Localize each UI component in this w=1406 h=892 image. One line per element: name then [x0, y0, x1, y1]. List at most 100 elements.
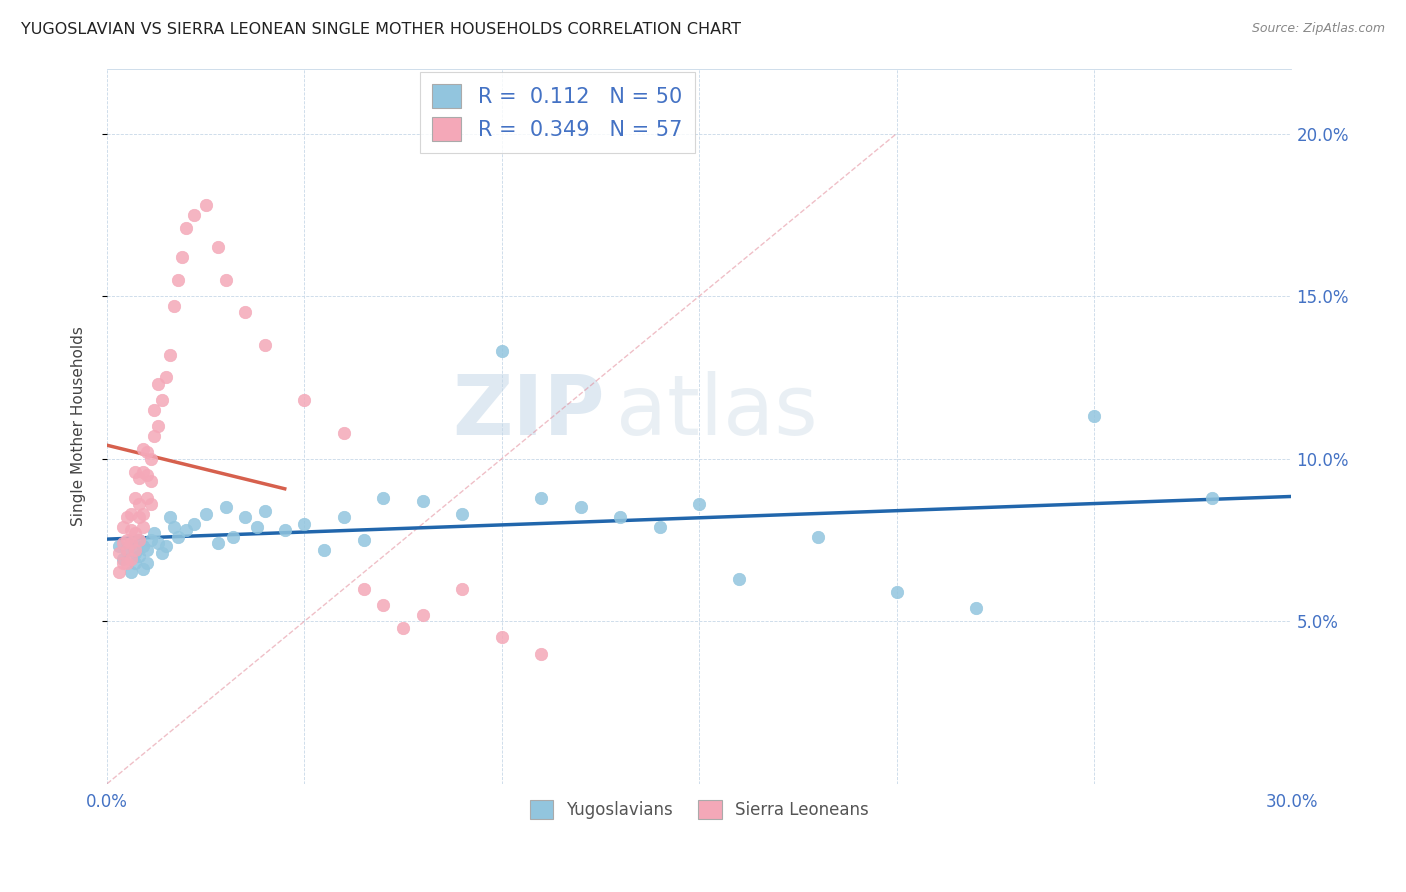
- Point: [183, 208, 205, 222]
- Text: YUGOSLAVIAN VS SIERRA LEONEAN SINGLE MOTHER HOUSEHOLDS CORRELATION CHART: YUGOSLAVIAN VS SIERRA LEONEAN SINGLE MOT…: [21, 22, 741, 37]
- Point: [120, 536, 142, 550]
- Point: [688, 497, 710, 511]
- Y-axis label: Single Mother Households: Single Mother Households: [72, 326, 86, 526]
- Point: [246, 520, 269, 534]
- Point: [120, 566, 142, 580]
- Point: [1083, 409, 1105, 424]
- Point: [150, 393, 173, 408]
- Point: [373, 491, 395, 505]
- Point: [609, 510, 631, 524]
- Point: [111, 536, 134, 550]
- Point: [135, 445, 157, 459]
- Point: [294, 516, 316, 531]
- Point: [124, 491, 146, 505]
- Point: [148, 419, 170, 434]
- Point: [135, 556, 157, 570]
- Point: [159, 510, 181, 524]
- Point: [412, 607, 434, 622]
- Point: [128, 510, 150, 524]
- Point: [148, 536, 170, 550]
- Point: [392, 621, 415, 635]
- Point: [451, 582, 474, 596]
- Point: [120, 507, 142, 521]
- Legend: Yugoslavians, Sierra Leoneans: Yugoslavians, Sierra Leoneans: [523, 793, 876, 825]
- Point: [314, 542, 336, 557]
- Point: [194, 198, 217, 212]
- Point: [727, 572, 749, 586]
- Point: [115, 542, 138, 557]
- Point: [111, 552, 134, 566]
- Point: [135, 467, 157, 482]
- Point: [451, 507, 474, 521]
- Point: [155, 540, 177, 554]
- Text: Source: ZipAtlas.com: Source: ZipAtlas.com: [1251, 22, 1385, 36]
- Point: [124, 556, 146, 570]
- Point: [115, 533, 138, 547]
- Point: [1201, 491, 1223, 505]
- Point: [163, 299, 186, 313]
- Point: [214, 500, 236, 515]
- Point: [174, 523, 197, 537]
- Point: [115, 542, 138, 557]
- Point: [965, 601, 987, 615]
- Point: [253, 338, 276, 352]
- Point: [135, 491, 157, 505]
- Point: [530, 647, 553, 661]
- Point: [155, 370, 177, 384]
- Point: [143, 402, 166, 417]
- Point: [143, 429, 166, 443]
- Point: [115, 556, 138, 570]
- Point: [131, 507, 153, 521]
- Point: [294, 393, 316, 408]
- Point: [131, 540, 153, 554]
- Point: [886, 585, 908, 599]
- Point: [412, 494, 434, 508]
- Point: [128, 533, 150, 547]
- Point: [111, 556, 134, 570]
- Point: [120, 523, 142, 537]
- Point: [222, 530, 245, 544]
- Point: [233, 305, 256, 319]
- Point: [139, 475, 162, 489]
- Point: [124, 546, 146, 560]
- Point: [108, 540, 131, 554]
- Point: [139, 497, 162, 511]
- Point: [167, 273, 190, 287]
- Point: [108, 566, 131, 580]
- Point: [274, 523, 297, 537]
- Point: [131, 520, 153, 534]
- Point: [131, 562, 153, 576]
- Point: [353, 582, 375, 596]
- Point: [128, 471, 150, 485]
- Point: [135, 542, 157, 557]
- Point: [207, 536, 229, 550]
- Point: [373, 598, 395, 612]
- Point: [174, 220, 197, 235]
- Point: [214, 273, 236, 287]
- Point: [183, 516, 205, 531]
- Point: [530, 491, 553, 505]
- Point: [807, 530, 830, 544]
- Point: [253, 503, 276, 517]
- Point: [569, 500, 592, 515]
- Point: [131, 465, 153, 479]
- Point: [111, 520, 134, 534]
- Point: [115, 510, 138, 524]
- Text: atlas: atlas: [616, 371, 818, 452]
- Point: [491, 631, 513, 645]
- Point: [128, 533, 150, 547]
- Point: [131, 442, 153, 456]
- Point: [120, 536, 142, 550]
- Point: [148, 376, 170, 391]
- Point: [150, 546, 173, 560]
- Point: [491, 344, 513, 359]
- Point: [648, 520, 671, 534]
- Point: [353, 533, 375, 547]
- Point: [124, 542, 146, 557]
- Point: [333, 425, 356, 440]
- Point: [233, 510, 256, 524]
- Point: [167, 530, 190, 544]
- Point: [159, 348, 181, 362]
- Point: [194, 507, 217, 521]
- Point: [333, 510, 356, 524]
